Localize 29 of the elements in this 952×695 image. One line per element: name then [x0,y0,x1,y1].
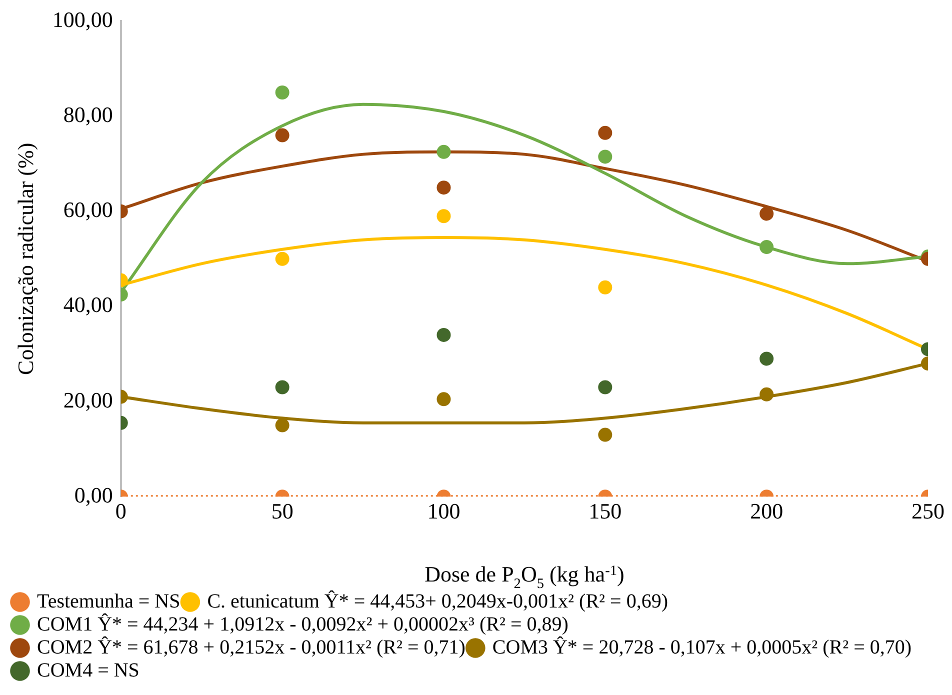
y-axis-title: Colonização radicular (%) [12,142,38,375]
point [436,328,451,342]
point [598,428,612,442]
y-tick-label: 80,00 [63,102,113,128]
point [436,180,451,195]
x-tick-label: 50 [271,498,294,524]
point [598,380,612,394]
legend-label: COM3 Ŷ* = 20,728 - 0,107x + 0,0005x² (R² = 0,70) [492,635,912,658]
legend-label: COM1 Ŷ* = 44,234 + 1,0912x - 0,0092x² + 0,00002x³ (R² = 0,89) [37,612,568,636]
y-tick-label: 40,00 [63,292,113,318]
legend-label: COM2 Ŷ* = 61,678 + 0,2152x - 0,0011x² (R² = 0,71) [37,635,466,658]
x-tick-label: 250 [912,498,944,524]
legend-label: Testemunha = NS [37,590,180,612]
y-tick-label: 100,00 [52,6,113,32]
x-tick-label: 200 [750,498,784,524]
y-tick-label: 0,00 [74,482,113,508]
point [436,144,451,159]
x-tick-label: 150 [588,498,622,524]
point [436,392,451,406]
x-tick-label: 0 [115,498,126,524]
x-tick-label: 100 [427,498,460,524]
y-tick-label: 60,00 [63,197,113,222]
point [598,126,612,140]
point [598,150,612,164]
legend-label: COM4 = NS [37,659,140,682]
point [598,280,612,294]
y-tick-label: 20,00 [63,387,113,412]
legend-label: C. etunicatum Ŷ* = 44,453+ 0,2049x-0,001x² (R² = 0,69) [207,589,668,612]
point [436,209,451,224]
